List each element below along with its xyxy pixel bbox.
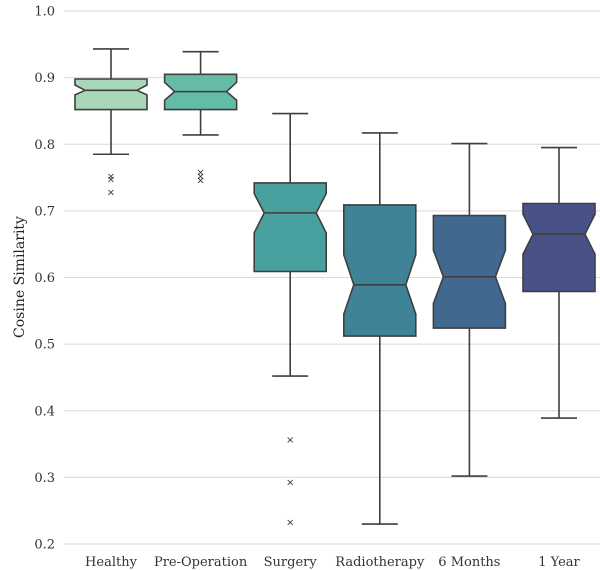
y-tick-label: 0.4 (34, 404, 55, 419)
box-group: × × × (253, 112, 328, 529)
outlier-marker: × (286, 478, 294, 489)
y-axis-ticks: 0.2 0.3 0.4 0.5 0.6 0.7 0.8 0.9 1.0 (34, 5, 55, 553)
grid-lines (64, 10, 600, 545)
x-tick-label: Healthy (85, 555, 138, 570)
outlier-marker: × (107, 174, 115, 185)
y-tick-label: 0.3 (34, 471, 55, 486)
y-tick-label: 0.7 (34, 204, 55, 219)
box (432, 214, 507, 329)
box-group: ××× (163, 50, 238, 187)
outlier-marker: × (107, 188, 115, 199)
boxes: ××××××××× (74, 48, 596, 529)
box (253, 182, 328, 273)
x-tick-label: 6 Months (438, 555, 500, 570)
y-tick-label: 0.2 (34, 538, 55, 553)
y-tick-label: 0.8 (34, 138, 55, 153)
outlier-marker: × (196, 176, 204, 187)
y-tick-label: 1.0 (34, 5, 55, 20)
y-axis-title: Cosine Similarity (12, 216, 28, 338)
box-group (522, 146, 596, 419)
outlier-marker: × (286, 435, 294, 446)
y-tick-label: 0.5 (34, 338, 55, 353)
box (74, 78, 148, 111)
outlier-marker: × (196, 168, 204, 179)
y-tick-label: 0.6 (34, 271, 55, 286)
y-tick-label: 0.9 (34, 71, 55, 86)
outlier-marker: × (107, 172, 115, 183)
x-tick-label: Surgery (264, 555, 318, 570)
x-axis-ticks: Healthy Pre-Operation Surgery Radiotherapy 6… (85, 555, 580, 570)
box-group (432, 142, 507, 477)
box-group (342, 132, 417, 525)
outlier-marker: × (196, 172, 204, 183)
x-tick-label: 1 Year (538, 555, 580, 570)
box (342, 204, 417, 337)
box-group: ××× (74, 48, 148, 199)
x-tick-label: Radiotherapy (335, 555, 425, 570)
outlier-marker: × (286, 518, 294, 529)
x-tick-label: Pre-Operation (154, 555, 248, 570)
box (522, 202, 596, 293)
